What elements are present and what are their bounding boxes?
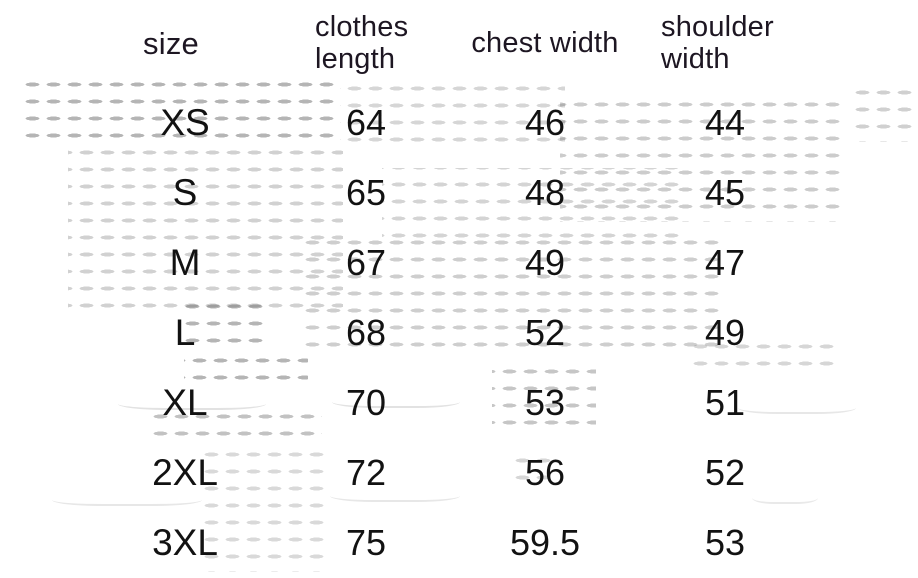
column-header-label: clothes length (315, 11, 409, 75)
column-header-size: size (81, 0, 261, 88)
cell-chest-width: 52 (524, 312, 566, 353)
cell-shoulder-width: 51 (704, 382, 746, 423)
cell-clothes-length: 64 (345, 102, 387, 143)
cell-clothes-length: 67 (345, 242, 387, 283)
cell-clothes-length: 70 (345, 382, 387, 423)
column-header-label: shoulder width (661, 11, 774, 75)
column-header-label: chest width (471, 27, 619, 60)
cell-shoulder-width: 53 (704, 522, 746, 563)
cell-size: 3XL (152, 522, 218, 563)
cell-size: L (174, 312, 196, 353)
cell-shoulder-width: 44 (704, 102, 746, 143)
cell-size: S (172, 172, 198, 213)
cell-size: M (169, 242, 201, 283)
cell-clothes-length: 72 (345, 452, 387, 493)
cell-size: XS (160, 102, 210, 143)
cell-chest-width: 48 (524, 172, 566, 213)
cell-chest-width: 53 (524, 382, 566, 423)
column-header-chest-width: chest width (457, 0, 633, 88)
cell-shoulder-width: 52 (704, 452, 746, 493)
cell-size: 2XL (152, 452, 218, 493)
cell-shoulder-width: 45 (704, 172, 746, 213)
cell-chest-width: 46 (524, 102, 566, 143)
cell-shoulder-width: 49 (704, 312, 746, 353)
cell-clothes-length: 65 (345, 172, 387, 213)
cell-chest-width: 49 (524, 242, 566, 283)
cell-clothes-length: 75 (345, 522, 387, 563)
cell-clothes-length: 68 (345, 312, 387, 353)
cell-chest-width: 59.5 (509, 522, 581, 563)
column-header-clothes-length: clothes length (275, 0, 457, 88)
cell-size: XL (162, 382, 208, 423)
cell-chest-width: 56 (524, 452, 566, 493)
column-header-label: size (143, 25, 199, 61)
column-header-shoulder-width: shoulder width (633, 0, 817, 88)
cell-shoulder-width: 47 (704, 242, 746, 283)
